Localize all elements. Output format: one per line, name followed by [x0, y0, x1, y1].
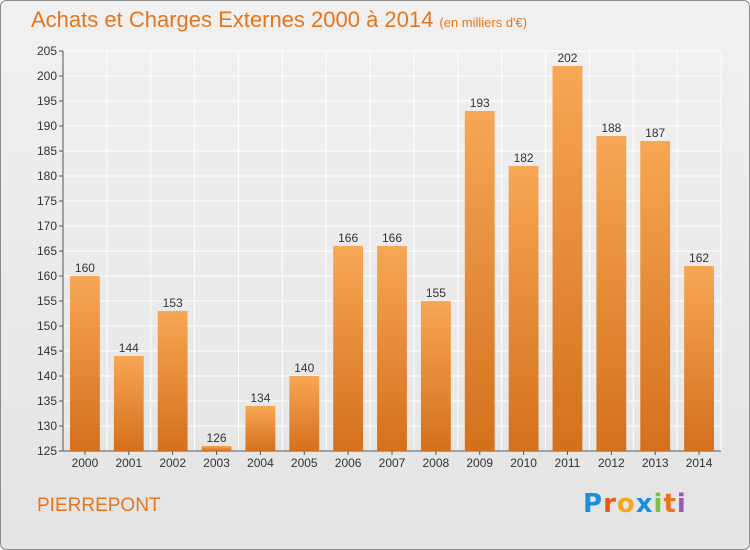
- data-label: 155: [426, 286, 446, 300]
- y-tick-label: 205: [37, 44, 57, 58]
- data-label: 140: [294, 361, 314, 375]
- x-tick-label: 2011: [555, 456, 581, 470]
- y-tick-label: 155: [37, 294, 57, 308]
- x-tick-label: 2005: [291, 456, 318, 470]
- x-tick-label: 2013: [642, 456, 669, 470]
- y-tick-label: 185: [37, 144, 57, 158]
- data-label: 162: [689, 251, 709, 265]
- y-tick-label: 150: [37, 319, 57, 333]
- data-label: 193: [470, 96, 490, 110]
- y-tick-label: 200: [37, 69, 57, 83]
- y-tick-label: 175: [37, 194, 57, 208]
- x-tick-label: 2003: [203, 456, 230, 470]
- data-label: 126: [207, 431, 227, 445]
- bar: [245, 406, 276, 451]
- y-tick-label: 180: [37, 169, 57, 183]
- data-label: 166: [338, 231, 358, 245]
- data-labels: 160 144 153 126 134 140 166 166 155 193 182 202 188 1…: [75, 51, 709, 445]
- data-label: 153: [163, 296, 183, 310]
- x-tick-label: 2010: [510, 456, 537, 470]
- x-tick-label: 2002: [159, 456, 186, 470]
- data-label: 144: [119, 341, 139, 355]
- data-label: 166: [382, 231, 402, 245]
- x-tick-label: 2004: [247, 456, 274, 470]
- bar: [333, 246, 364, 451]
- x-tick-label: 2012: [598, 456, 625, 470]
- data-label: 187: [645, 126, 665, 140]
- y-tick-label: 170: [37, 219, 57, 233]
- x-tick-label: 2001: [115, 456, 142, 470]
- bar: [596, 136, 627, 451]
- proxiti-logo: Proxiti: [583, 489, 687, 519]
- data-label: 182: [514, 151, 534, 165]
- bar: [201, 446, 232, 451]
- bar: [508, 166, 539, 451]
- bar: [464, 111, 495, 451]
- x-tick-label: 2000: [72, 456, 99, 470]
- commune-name: PIERREPONT: [37, 495, 161, 516]
- y-tick-label: 125: [37, 444, 57, 458]
- bar: [684, 266, 714, 451]
- bars: [70, 66, 714, 451]
- bar: [70, 276, 100, 451]
- x-tick-labels: 2000 2001 2002 2003 2004 2005 2006 2007 2008 2009…: [72, 456, 713, 470]
- chart-unit: (en milliers d'€): [439, 15, 528, 30]
- bar: [377, 246, 407, 451]
- x-tick-label: 2014: [686, 456, 713, 470]
- bar: [420, 301, 451, 451]
- y-tick-label: 135: [37, 394, 57, 408]
- y-tick-label: 145: [37, 344, 57, 358]
- x-tick-label: 2007: [379, 456, 406, 470]
- chart-title: Achats et Charges Externes 2000 à 2014 (e…: [31, 7, 527, 33]
- x-tick-label: 2008: [423, 456, 450, 470]
- x-tick-label: 2006: [335, 456, 362, 470]
- chart-title-text: Achats et Charges Externes 2000 à 2014: [31, 7, 434, 32]
- bar: [640, 141, 671, 451]
- x-tick-label: 2009: [466, 456, 493, 470]
- bar: [113, 356, 144, 451]
- bar: [289, 376, 320, 451]
- data-label: 134: [250, 391, 270, 405]
- y-tick-labels: 125 130 135 140 145 150 155 160 165 170 175 180 185 1…: [37, 44, 57, 458]
- y-tick-label: 130: [37, 419, 57, 433]
- y-tick-label: 140: [37, 369, 57, 383]
- bar: [157, 311, 188, 451]
- y-tick-label: 190: [37, 119, 57, 133]
- bar: [552, 66, 583, 451]
- y-tick-label: 165: [37, 244, 57, 258]
- y-tick-label: 160: [37, 269, 57, 283]
- y-tick-label: 195: [37, 94, 57, 108]
- data-label: 202: [557, 51, 577, 65]
- data-label: 188: [601, 121, 621, 135]
- data-label: 160: [75, 261, 95, 275]
